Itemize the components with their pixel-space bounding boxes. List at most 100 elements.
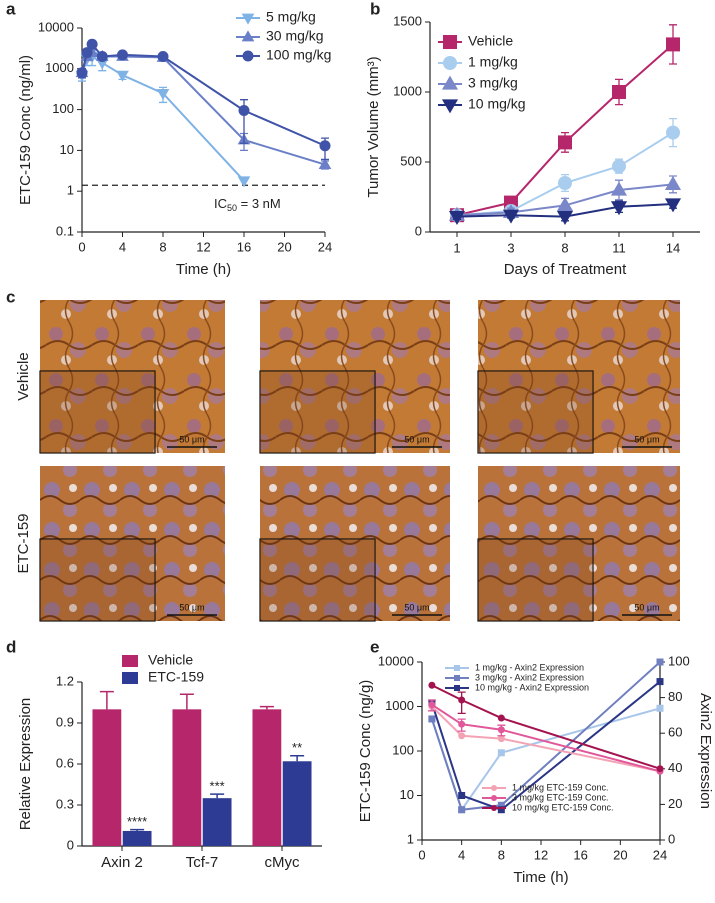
x-tick-label: 24	[318, 239, 332, 254]
inset	[477, 370, 594, 454]
x-axis-label: Time (h)	[513, 869, 568, 886]
x-tick-label: 14	[666, 240, 680, 255]
inset-shade	[478, 539, 593, 621]
data-point	[558, 135, 572, 150]
y-tick-label: 0.6	[56, 755, 74, 770]
legend-label: 1 mg/kg - Axin2 Expression	[475, 662, 584, 672]
x-tick-label: 4	[119, 239, 126, 254]
inset-shade	[478, 371, 593, 453]
annotation: IC50 = 3 nM	[214, 197, 281, 214]
y2-axis-label: Axin2 Expression	[697, 693, 714, 809]
legend-swatch	[122, 672, 138, 684]
panel-letter: c	[6, 287, 15, 306]
bar	[122, 830, 152, 846]
data-point	[656, 678, 664, 686]
scale-label: 50 μm	[634, 602, 659, 612]
y-axis-label: ETC-159 Conc (ng/g)	[357, 680, 374, 823]
legend-marker	[242, 50, 254, 62]
x-tick-label: 0	[78, 239, 85, 254]
data-point	[458, 792, 466, 799]
series-line	[431, 705, 661, 773]
legend-label: 3 mg/kg	[468, 75, 518, 91]
panel-letter: a	[6, 0, 16, 18]
y-tick-label: 0.3	[56, 796, 74, 811]
error-bar	[179, 693, 194, 710]
y-tick-label: 0.1	[56, 223, 74, 238]
x-tick-label: 12	[196, 239, 210, 254]
data-point	[86, 38, 98, 50]
y-tick-label: 1	[67, 183, 74, 198]
y-tick-label: 10000	[38, 19, 74, 34]
data-point	[458, 732, 466, 740]
legend-marker	[491, 795, 497, 801]
error-bar	[259, 705, 274, 710]
inset-shade	[260, 371, 375, 453]
y-tick-label: 10	[400, 787, 414, 802]
data-point	[666, 125, 680, 140]
legend-label: Vehicle	[468, 33, 513, 49]
y-tick-label: 0	[415, 223, 422, 238]
y2-tick-label: 20	[668, 796, 682, 811]
row-label: Vehicle	[15, 352, 32, 400]
annotation-part: = 3 nM	[237, 197, 281, 212]
panel-letter: d	[6, 637, 16, 656]
x-tick-label: 8	[561, 240, 568, 255]
data-point	[157, 51, 169, 63]
data-point	[610, 201, 628, 216]
annotation-part: IC	[214, 197, 227, 212]
data-point	[497, 726, 505, 734]
inset-shade	[40, 539, 155, 621]
series-line	[431, 684, 661, 770]
x-tick-label: cMyc	[265, 854, 300, 871]
y-axis-label: Tumor Volume (mm³)	[365, 56, 382, 197]
data-point	[664, 198, 682, 213]
row-label: ETC-159	[15, 513, 32, 573]
x-tick-label: 12	[534, 847, 548, 862]
scale-label: 50 μm	[634, 434, 659, 444]
y-tick-label: 10000	[378, 653, 414, 668]
y-tick-label: 1000	[45, 60, 74, 75]
data-point	[666, 37, 680, 52]
x-tick-label: 24	[653, 847, 667, 862]
panel-letter: b	[370, 0, 380, 18]
data-point	[448, 211, 466, 225]
data-point	[610, 181, 628, 196]
legend-marker	[443, 56, 457, 70]
legend-label: 1 mg/kg	[468, 54, 518, 70]
legend-marker	[491, 785, 497, 791]
data-point	[76, 67, 88, 79]
x-tick-label: Axin 2	[101, 854, 143, 871]
data-point	[558, 176, 572, 190]
significance-label: ***	[210, 779, 225, 794]
data-point	[656, 765, 664, 773]
data-point	[238, 105, 250, 117]
y-tick-label: 1	[407, 831, 414, 846]
y-tick-label: 100	[392, 742, 414, 757]
legend-marker	[441, 75, 459, 90]
y-tick-label: 500	[400, 153, 422, 168]
bar	[252, 709, 282, 846]
error-bar	[130, 828, 145, 831]
inset	[39, 538, 156, 622]
significance-label: **	[292, 740, 302, 755]
y-tick-label: 1.2	[56, 673, 74, 688]
data-point	[458, 696, 466, 704]
y2-tick-label: 80	[668, 689, 682, 704]
y-tick-label: 10	[60, 142, 74, 157]
panel-letter: e	[370, 637, 379, 656]
data-point	[116, 70, 129, 82]
y-axis-label: ETC-159 Conc (ng/ml)	[17, 55, 34, 205]
data-point	[497, 749, 505, 757]
scale-label: 50 μm	[179, 602, 204, 612]
bar	[282, 761, 312, 846]
x-tick-label: 16	[237, 239, 251, 254]
error-bar	[210, 793, 225, 799]
y-tick-label: 0	[67, 837, 74, 852]
inset	[477, 538, 594, 622]
legend-marker	[454, 685, 460, 691]
x-tick-label: 8	[159, 239, 166, 254]
legend-label: 10 mg/kg ETC-159 Conc.	[512, 802, 614, 812]
data-point	[502, 209, 520, 224]
